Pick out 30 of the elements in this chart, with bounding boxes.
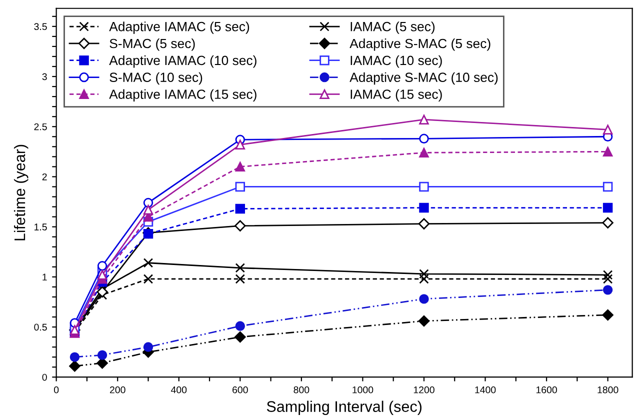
y-tick-label: 3.5 bbox=[34, 23, 47, 30]
legend-label: S-MAC (10 sec) bbox=[110, 72, 202, 85]
legend-label: IAMAC (15 sec) bbox=[350, 89, 442, 102]
y-tick-label: 0 bbox=[42, 374, 47, 381]
x-tick-label: 1400 bbox=[475, 386, 496, 394]
x-tick-label: 1800 bbox=[598, 386, 618, 394]
x-tick-label: 0 bbox=[54, 386, 59, 394]
y-tick-label: 0.5 bbox=[34, 324, 47, 331]
y-tick-label: 1.5 bbox=[34, 224, 47, 230]
legend-label: Adaptive S-MAC (5 sec) bbox=[350, 38, 490, 51]
legend-label: Adaptive IAMAC (15 sec) bbox=[109, 89, 256, 102]
legend-label: S-MAC (5 sec) bbox=[110, 38, 195, 51]
x-tick-label: 1200 bbox=[414, 386, 434, 394]
x-axis-title: Sampling Interval (sec) bbox=[266, 400, 422, 415]
y-axis-title: Lifetime (year) bbox=[14, 144, 28, 240]
legend-label: IAMAC (10 sec) bbox=[350, 55, 442, 68]
y-tick-label: 2 bbox=[42, 173, 47, 180]
y-tick-label: 1 bbox=[42, 274, 47, 280]
legend-label: IAMAC (5 sec) bbox=[350, 22, 435, 34]
x-tick-label: 800 bbox=[294, 386, 310, 394]
x-tick-label: 1600 bbox=[536, 386, 557, 394]
x-tick-label: 1000 bbox=[352, 386, 374, 394]
legend-label: Adaptive IAMAC (5 sec) bbox=[109, 22, 250, 34]
x-tick-label: 200 bbox=[110, 386, 126, 394]
y-tick-label: 3 bbox=[42, 73, 47, 80]
legend-label: Adaptive IAMAC (10 sec) bbox=[109, 55, 256, 68]
x-tick-label: 600 bbox=[232, 386, 248, 394]
y-tick-label: 2.5 bbox=[34, 123, 47, 130]
legend-label: Adaptive S-MAC (10 sec) bbox=[350, 72, 498, 85]
x-tick-label: 400 bbox=[170, 386, 187, 394]
